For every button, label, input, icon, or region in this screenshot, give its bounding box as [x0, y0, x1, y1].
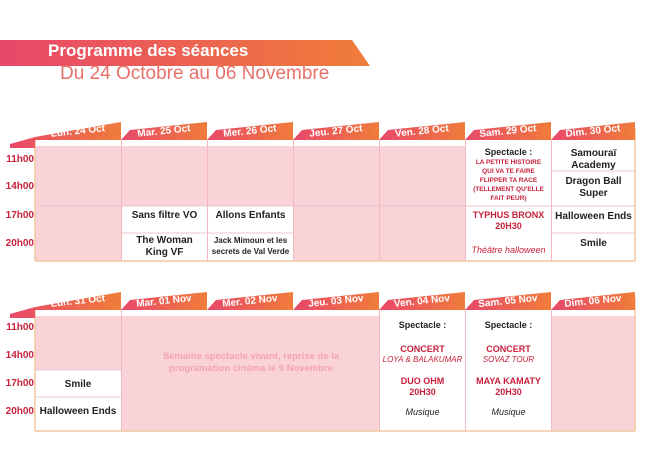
title-banner [0, 40, 370, 66]
spectacle-subtitle: LOYA & BALAKUMAR [382, 355, 463, 364]
screening: Smile [64, 379, 92, 390]
spectacle-heading: Spectacle : [484, 147, 533, 157]
screening: Samouraï Academy [570, 148, 617, 171]
spectacle-genre: Théâtre halloween [471, 245, 546, 255]
spectacle-artist: DUO OHM [400, 376, 445, 386]
time-label: 20h00 [5, 406, 34, 417]
spectacle-heading: Spectacle : [398, 320, 447, 330]
spectacle-hour: 20H30 [409, 387, 436, 397]
spectacle-genre: Musique [405, 407, 440, 417]
screening: The Woman King VF [136, 235, 193, 258]
screening: Sans filtre VO [131, 210, 198, 221]
time-label: 17h00 [5, 378, 34, 389]
page-subtitle: Du 24 Octobre au 06 Novembre [60, 63, 330, 84]
spectacle-hour: 20H30 [495, 387, 522, 397]
time-label: 14h00 [5, 181, 34, 192]
spectacle-genre: Musique [491, 407, 526, 417]
spectacle-subtitle: SOVAZ TOUR [482, 355, 535, 364]
screening: Dragon Ball Super [565, 176, 622, 199]
spectacle-title: LA PETITE HISTOIRE QUI VA TE FAIRE FLIPP… [473, 159, 544, 202]
screening: Halloween Ends [555, 211, 632, 222]
page-title: Programme des séances [48, 41, 249, 60]
spectacle-hour: 20H30 [495, 221, 522, 231]
time-label: 17h00 [5, 210, 34, 221]
time-label: 11h00 [6, 154, 34, 165]
week-2-schedule: Lun. 31 Oct Mar. 01 Nov Mer. 02 Nov Jeu.… [0, 280, 648, 440]
screening: Smile [580, 238, 607, 249]
time-label: 20h00 [5, 238, 34, 249]
closure-note: Semaine spectacle vivant, reprise de la … [162, 351, 340, 374]
screening: Jack Mimoun et les secrets de Val Verde [211, 236, 290, 256]
time-label: 14h00 [5, 350, 34, 361]
week-2-grid [10, 292, 636, 432]
time-label: 11h00 [6, 322, 34, 333]
spectacle-artist: TYPHUS BRONX [472, 210, 545, 220]
spectacle-heading: Spectacle : [484, 320, 533, 330]
week-1-grid [10, 122, 636, 262]
spectacle-title: CONCERT [400, 344, 445, 354]
spectacle-title: CONCERT [486, 344, 531, 354]
screening: Halloween Ends [39, 406, 117, 417]
week-1-schedule: Lun. 24 Oct Mar. 25 Oct Mer. 26 Oct Jeu.… [0, 110, 648, 270]
spectacle-artist: MAYA KAMATY [476, 376, 541, 386]
screening: Allons Enfants [215, 210, 286, 221]
